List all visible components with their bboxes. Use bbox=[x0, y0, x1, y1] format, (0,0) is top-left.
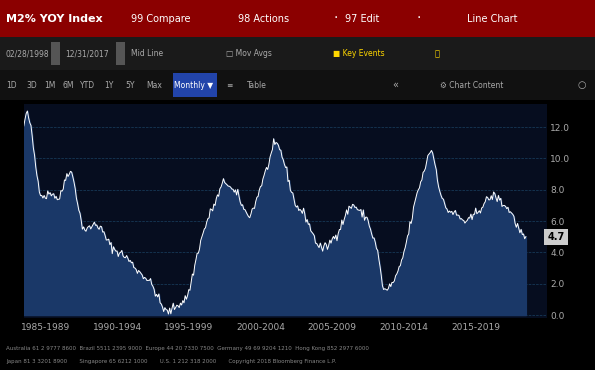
Bar bbox=[116, 42, 125, 65]
Text: 2015-2019: 2015-2019 bbox=[451, 323, 500, 332]
Text: 4.7: 4.7 bbox=[192, 50, 205, 58]
Text: ■ Key Events: ■ Key Events bbox=[333, 49, 385, 58]
Text: High on 03/31/83: High on 03/31/83 bbox=[62, 58, 128, 67]
Text: 3D: 3D bbox=[27, 81, 37, 90]
Text: 4.7: 4.7 bbox=[547, 232, 565, 242]
Text: ·: · bbox=[416, 11, 421, 26]
Text: Monthly ▼: Monthly ▼ bbox=[174, 81, 213, 90]
Text: Japan 81 3 3201 8900       Singapore 65 6212 1000       U.S. 1 212 318 2000     : Japan 81 3 3201 8900 Singapore 65 6212 1… bbox=[6, 359, 336, 364]
Text: Average: Average bbox=[62, 66, 93, 75]
Text: 2010-2014: 2010-2014 bbox=[380, 323, 428, 332]
Text: 1995-1999: 1995-1999 bbox=[164, 323, 214, 332]
Text: Australia 61 2 9777 8600  Brazil 5511 2395 9000  Europe 44 20 7330 7500  Germany: Australia 61 2 9777 8600 Brazil 5511 239… bbox=[6, 346, 369, 351]
Text: Low on 03/31/93: Low on 03/31/93 bbox=[62, 74, 126, 83]
Text: 1Y: 1Y bbox=[104, 81, 114, 90]
Text: Mid Line: Mid Line bbox=[131, 49, 163, 58]
Text: ⚙ Chart Content: ⚙ Chart Content bbox=[440, 81, 504, 90]
Bar bbox=[0, 0, 77, 37]
Text: ⓘ: ⓘ bbox=[434, 49, 439, 58]
Text: Table: Table bbox=[247, 81, 267, 90]
Text: 0.2: 0.2 bbox=[192, 74, 205, 83]
Text: 97 Edit: 97 Edit bbox=[345, 13, 380, 24]
Text: «: « bbox=[393, 80, 399, 90]
Text: 6M: 6M bbox=[62, 81, 74, 90]
Text: 5Y: 5Y bbox=[125, 81, 134, 90]
Text: 02/28/1998: 02/28/1998 bbox=[6, 49, 49, 58]
Text: 12/31/2017: 12/31/2017 bbox=[65, 49, 109, 58]
Text: 1M: 1M bbox=[45, 81, 56, 90]
Bar bbox=[173, 73, 217, 97]
Text: 1D: 1D bbox=[6, 81, 17, 90]
Text: 5.9: 5.9 bbox=[192, 66, 205, 75]
Text: Line Chart: Line Chart bbox=[467, 13, 518, 24]
Text: ·: · bbox=[333, 11, 337, 26]
Text: ○: ○ bbox=[577, 80, 585, 90]
Text: 99 Compare: 99 Compare bbox=[131, 13, 190, 24]
Text: M2% YOY Index: M2% YOY Index bbox=[6, 13, 102, 24]
Text: □ Mov Avgs: □ Mov Avgs bbox=[226, 49, 272, 58]
Text: 2000-2004: 2000-2004 bbox=[236, 323, 285, 332]
Bar bbox=[51, 42, 60, 65]
Text: Mid Price: Mid Price bbox=[62, 50, 96, 58]
Text: 98 Actions: 98 Actions bbox=[238, 13, 289, 24]
Text: 12.8: 12.8 bbox=[186, 58, 205, 67]
Text: 2005-2009: 2005-2009 bbox=[308, 323, 357, 332]
Text: 1990-1994: 1990-1994 bbox=[92, 323, 142, 332]
Text: 1985-1989: 1985-1989 bbox=[21, 323, 70, 332]
Text: ≡: ≡ bbox=[226, 81, 233, 90]
Bar bbox=[45, 53, 55, 56]
Text: YTD: YTD bbox=[80, 81, 95, 90]
Text: Max: Max bbox=[146, 81, 162, 90]
